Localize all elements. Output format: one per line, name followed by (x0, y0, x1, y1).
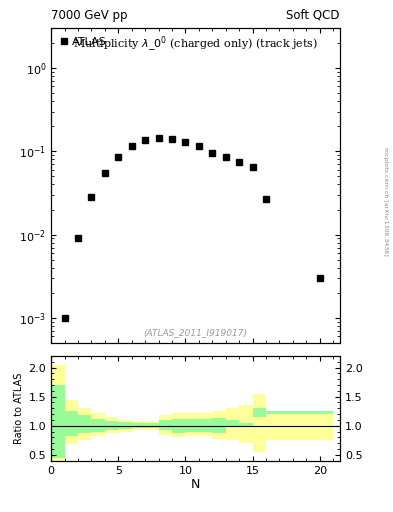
ATLAS (210, 150, 215, 156)
ATLAS (143, 137, 147, 143)
ATLAS (116, 154, 121, 160)
Legend: ATLAS: ATLAS (57, 34, 110, 50)
ATLAS (170, 136, 174, 142)
ATLAS (318, 275, 322, 281)
ATLAS (129, 143, 134, 150)
ATLAS (156, 135, 161, 141)
ATLAS (62, 315, 67, 321)
ATLAS (89, 194, 94, 200)
ATLAS (196, 143, 201, 150)
Y-axis label: Ratio to ATLAS: Ratio to ATLAS (14, 373, 24, 444)
Text: Multiplicity $\lambda\_0^0$ (charged only) (track jets): Multiplicity $\lambda\_0^0$ (charged onl… (73, 34, 318, 54)
ATLAS (237, 159, 242, 165)
Text: (ATLAS_2011_I919017): (ATLAS_2011_I919017) (143, 328, 248, 337)
Text: 7000 GeV pp: 7000 GeV pp (51, 9, 128, 22)
ATLAS (264, 196, 268, 202)
Text: Soft QCD: Soft QCD (286, 9, 340, 22)
Line: ATLAS: ATLAS (61, 135, 323, 321)
X-axis label: N: N (191, 478, 200, 492)
ATLAS (250, 164, 255, 170)
ATLAS (75, 236, 80, 242)
ATLAS (183, 139, 188, 145)
Text: mcplots.cern.ch [arXiv:1306.3436]: mcplots.cern.ch [arXiv:1306.3436] (383, 147, 388, 255)
ATLAS (103, 170, 107, 176)
ATLAS (223, 154, 228, 160)
